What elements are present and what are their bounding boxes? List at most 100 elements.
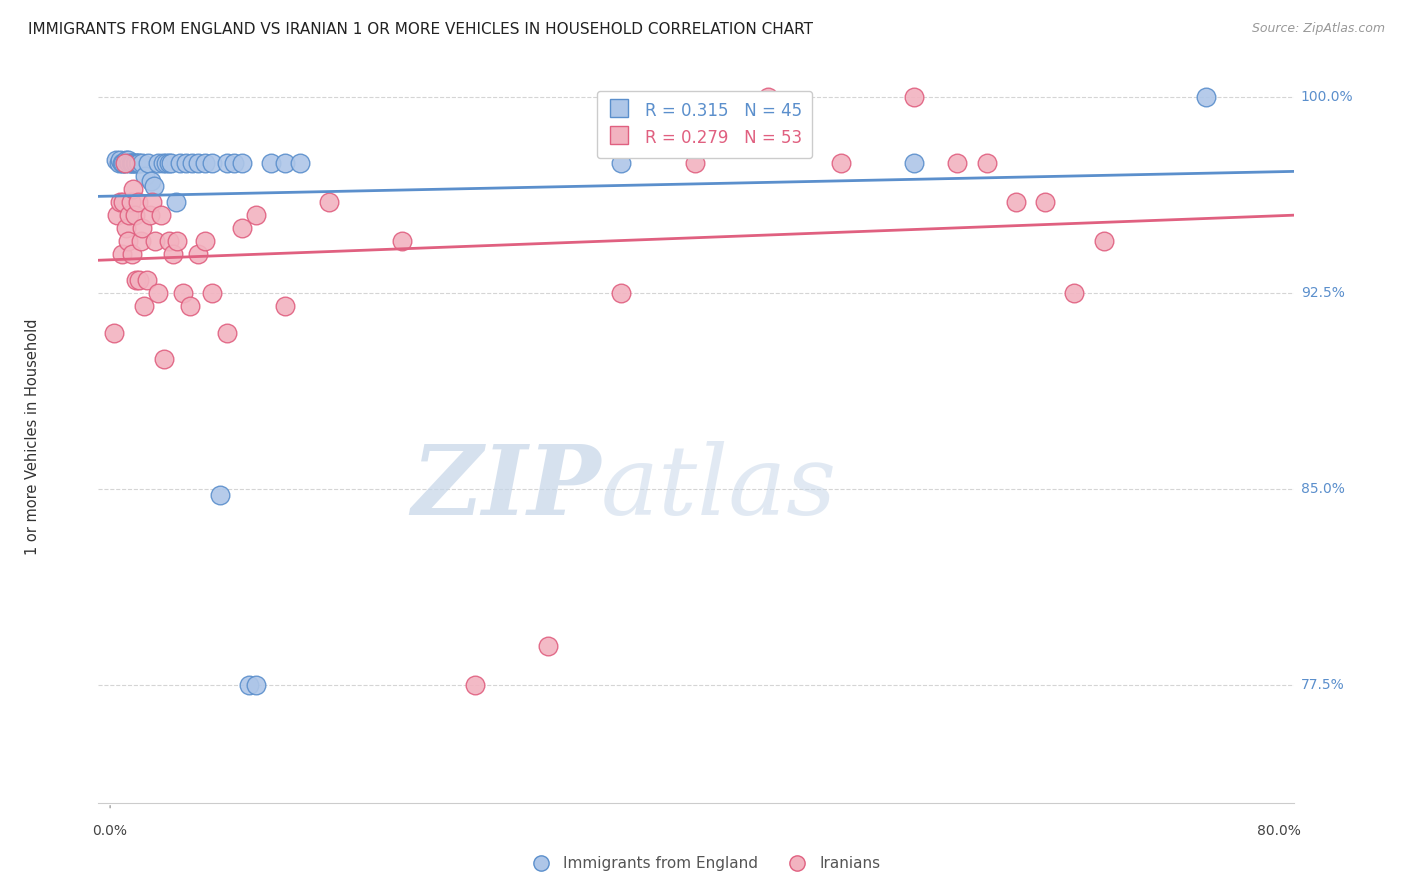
Point <box>125 273 148 287</box>
Point <box>1092 234 1115 248</box>
Point <box>122 156 145 170</box>
Point <box>1033 194 1056 209</box>
Point <box>1005 194 1028 209</box>
Point <box>122 182 145 196</box>
Text: 80.0%: 80.0% <box>1257 823 1301 838</box>
Point <box>756 90 779 104</box>
Point <box>145 234 167 248</box>
Point <box>215 156 238 170</box>
Point <box>153 351 176 366</box>
Point <box>238 678 260 692</box>
Point <box>181 156 204 170</box>
Point <box>166 234 188 248</box>
Point <box>148 156 170 170</box>
Point <box>152 156 174 170</box>
Point <box>134 169 156 183</box>
Point <box>114 156 136 170</box>
Point <box>115 221 138 235</box>
Point <box>245 208 267 222</box>
Point <box>110 153 132 168</box>
Point <box>903 90 925 104</box>
Point <box>318 194 340 209</box>
Point <box>111 156 134 170</box>
Point <box>946 156 969 170</box>
Point <box>139 174 162 188</box>
Point <box>129 234 152 248</box>
Point <box>187 156 209 170</box>
Point <box>124 156 146 170</box>
Point <box>610 286 633 301</box>
Point <box>169 156 191 170</box>
Point <box>165 194 187 209</box>
Text: 92.5%: 92.5% <box>1301 286 1344 301</box>
Point <box>120 194 142 209</box>
Text: 77.5%: 77.5% <box>1301 678 1344 692</box>
Point <box>121 156 143 170</box>
Text: Source: ZipAtlas.com: Source: ZipAtlas.com <box>1251 22 1385 36</box>
Point <box>128 156 150 170</box>
Point <box>114 156 136 170</box>
Point <box>172 286 194 301</box>
Point <box>120 156 142 170</box>
Point <box>157 156 180 170</box>
Point <box>150 208 173 222</box>
Point <box>1063 286 1085 301</box>
Point <box>830 156 852 170</box>
Point <box>179 300 201 314</box>
Point <box>131 221 153 235</box>
Point <box>274 300 297 314</box>
Point <box>138 208 160 222</box>
Point <box>107 208 129 222</box>
Point <box>103 326 125 340</box>
Point <box>231 156 253 170</box>
Point <box>142 179 165 194</box>
Point <box>124 208 146 222</box>
Point <box>245 678 267 692</box>
Point <box>194 234 217 248</box>
Point <box>288 156 311 170</box>
Point <box>128 273 150 287</box>
Point <box>108 156 131 170</box>
Point <box>157 234 180 248</box>
Point <box>201 286 224 301</box>
Point <box>976 156 998 170</box>
Point <box>112 194 135 209</box>
Point <box>683 156 706 170</box>
Text: 85.0%: 85.0% <box>1301 483 1344 496</box>
Text: 1 or more Vehicles in Household: 1 or more Vehicles in Household <box>25 318 41 556</box>
Point <box>1195 90 1218 104</box>
Point <box>224 156 246 170</box>
Point <box>111 247 134 261</box>
Point <box>132 300 155 314</box>
Point <box>391 234 413 248</box>
Point <box>131 156 153 170</box>
Text: 100.0%: 100.0% <box>1301 90 1354 104</box>
Point <box>121 247 143 261</box>
Point <box>136 156 159 170</box>
Point <box>187 247 209 261</box>
Legend: R = 0.315   N = 45, R = 0.279   N = 53: R = 0.315 N = 45, R = 0.279 N = 53 <box>596 91 813 158</box>
Point <box>148 286 170 301</box>
Point <box>104 153 127 168</box>
Text: 0.0%: 0.0% <box>93 823 128 838</box>
Point <box>115 153 138 168</box>
Point <box>201 156 224 170</box>
Legend: Immigrants from England, Iranians: Immigrants from England, Iranians <box>519 850 887 877</box>
Text: IMMIGRANTS FROM ENGLAND VS IRANIAN 1 OR MORE VEHICLES IN HOUSEHOLD CORRELATION C: IMMIGRANTS FROM ENGLAND VS IRANIAN 1 OR … <box>28 22 813 37</box>
Point <box>118 156 141 170</box>
Point <box>215 326 238 340</box>
Point <box>160 156 183 170</box>
Point <box>903 156 925 170</box>
Text: atlas: atlas <box>600 442 837 535</box>
Point <box>260 156 283 170</box>
Point <box>117 153 139 168</box>
Point <box>127 194 149 209</box>
Point <box>125 156 148 170</box>
Point <box>194 156 217 170</box>
Point <box>231 221 253 235</box>
Point <box>162 247 184 261</box>
Point <box>464 678 486 692</box>
Point <box>110 194 132 209</box>
Point <box>117 234 139 248</box>
Point <box>174 156 197 170</box>
